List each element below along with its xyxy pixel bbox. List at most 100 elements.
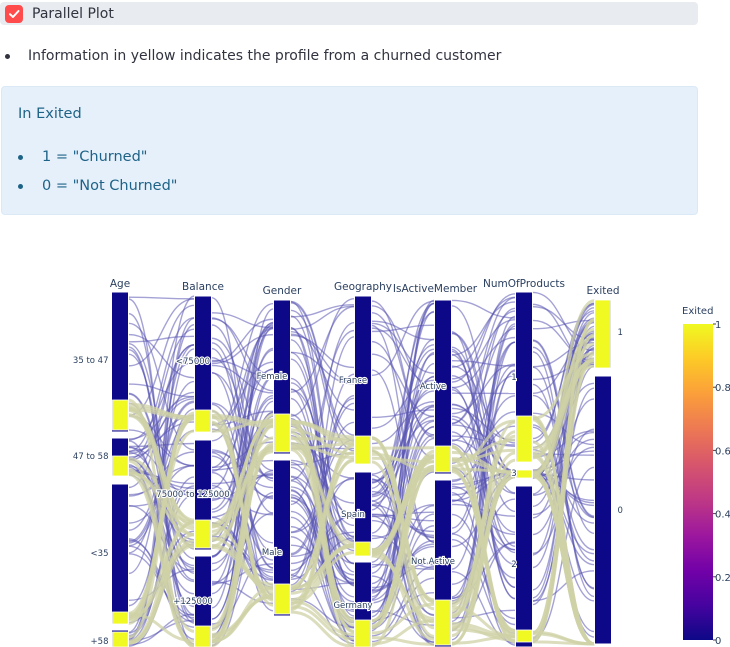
flow-ribbon — [371, 300, 435, 377]
flow-ribbon-churned — [451, 434, 516, 605]
category-bar-churned — [355, 619, 371, 647]
bullet-text: Information in yellow indicates the prof… — [28, 48, 502, 64]
flow-ribbon — [532, 319, 595, 330]
checkbox-checked-icon[interactable] — [5, 4, 23, 23]
flow-ribbon — [211, 327, 274, 442]
category-bar-churned — [516, 415, 532, 463]
flow-ribbon — [128, 391, 195, 461]
category-label: Active — [420, 382, 446, 392]
flow-ribbon — [451, 533, 516, 620]
category-label: Spain — [341, 510, 365, 520]
category-label: 1 — [511, 373, 516, 383]
category-bar[interactable] — [111, 291, 129, 433]
flow-ribbon-churned — [211, 416, 274, 429]
flow-ribbon-churned — [532, 299, 595, 479]
info-callout: In Exited 1 = "Churned" 0 = "Not Churned… — [1, 86, 698, 215]
category-bar[interactable] — [594, 375, 612, 645]
colorbar-tick-label: 0.2 — [715, 573, 730, 584]
flow-ribbon — [128, 296, 195, 300]
flow-ribbon-churned — [290, 447, 355, 634]
parallel-categories-chart: Age 35 to 47 47 to 58 <35 +58 Balance <75000 75… — [72, 278, 730, 647]
flow-ribbon — [371, 311, 435, 489]
checkbox-label: Parallel Plot — [32, 5, 114, 22]
category-label: Female — [257, 372, 288, 382]
category-bar[interactable] — [194, 555, 212, 647]
bullet-dot — [18, 154, 23, 160]
flow-ribbon — [532, 339, 595, 517]
flow-ribbon — [451, 299, 516, 319]
flow-ribbon — [371, 525, 435, 630]
category-bar[interactable] — [515, 485, 533, 647]
flow-ribbon-churned — [532, 358, 595, 450]
flow-ribbon — [451, 296, 516, 369]
flow-ribbon-churned — [451, 635, 516, 645]
flow-ribbon — [371, 320, 435, 341]
flow-ribbon-churned — [532, 415, 595, 646]
axis-title: IsActiveMember — [393, 283, 478, 295]
colorbar-tick-label: 0.4 — [715, 510, 730, 521]
flow-ribbon — [290, 305, 355, 330]
flow-ribbon — [451, 346, 516, 513]
flow-ribbon — [371, 311, 435, 436]
flow-ribbon — [290, 315, 355, 538]
category-bar-churned — [435, 445, 451, 473]
flow-ribbon-churned — [532, 364, 595, 459]
flow-ribbon-churned — [451, 419, 516, 469]
flow-ribbon — [371, 379, 435, 429]
flow-ribbon — [532, 470, 595, 555]
flow-ribbon — [451, 443, 516, 566]
category-bar[interactable] — [434, 299, 452, 475]
flow-ribbon — [290, 544, 355, 584]
colorbar-gradient — [683, 324, 713, 640]
flow-ribbon — [532, 346, 595, 518]
flow-ribbon-churned — [211, 418, 274, 537]
flow-ribbon — [371, 300, 435, 439]
flow-ribbon-churned — [128, 542, 195, 619]
flow-ribbon-churned — [290, 544, 355, 595]
category-label: Germany — [333, 601, 372, 611]
flow-ribbon — [128, 344, 195, 575]
flow-ribbon — [371, 387, 435, 496]
flow-ribbon-churned — [371, 455, 435, 629]
parallel-plot-checkbox[interactable]: Parallel Plot — [0, 2, 698, 25]
category-bar[interactable] — [273, 459, 291, 617]
flow-ribbon — [211, 317, 274, 392]
flow-ribbon — [211, 323, 274, 609]
category-bar-churned — [112, 399, 128, 431]
colorbar-title: Exited — [682, 306, 713, 317]
category-bar-churned — [595, 299, 611, 369]
flow-ribbon — [290, 351, 355, 385]
category-label: 3 — [511, 469, 516, 479]
flow-ribbon-churned — [211, 536, 274, 592]
flow-ribbon — [451, 297, 516, 424]
flow-ribbon-churned — [211, 446, 274, 642]
flow-ribbon-churned — [290, 610, 355, 647]
flow-ribbon — [290, 304, 355, 318]
category-bar[interactable] — [111, 483, 129, 625]
bullet-dot — [18, 183, 23, 189]
flow-ribbon-churned — [128, 406, 195, 537]
flow-ribbon — [451, 386, 516, 588]
flow-ribbon-churned — [128, 409, 195, 549]
flow-ribbon-churned — [128, 470, 195, 536]
info-item-not-churned: 0 = "Not Churned" — [18, 178, 177, 194]
colorbar-tick-label: 1 — [715, 320, 721, 331]
colorbar-tick-label: 0 — [715, 636, 721, 647]
flow-ribbon-churned — [290, 420, 355, 443]
bullet-note: Information in yellow indicates the prof… — [5, 48, 501, 64]
category-label: 47 to 58 — [73, 452, 109, 462]
category-bar-churned — [274, 583, 290, 615]
info-title: In Exited — [18, 106, 82, 122]
flow-ribbon — [211, 563, 274, 585]
flow-ribbon-churned — [128, 402, 195, 419]
flow-ribbon — [290, 510, 355, 611]
info-item-text: 0 = "Not Churned" — [42, 178, 178, 194]
flow-ribbon-churned — [211, 436, 274, 548]
flow-ribbon — [128, 335, 195, 343]
category-label: +125000 — [173, 597, 213, 607]
flow-ribbon — [532, 310, 595, 440]
flow-ribbon — [211, 364, 274, 394]
category-bar-churned — [355, 435, 371, 465]
flow-ribbon-churned — [128, 408, 195, 421]
flow-ribbon — [371, 302, 435, 511]
